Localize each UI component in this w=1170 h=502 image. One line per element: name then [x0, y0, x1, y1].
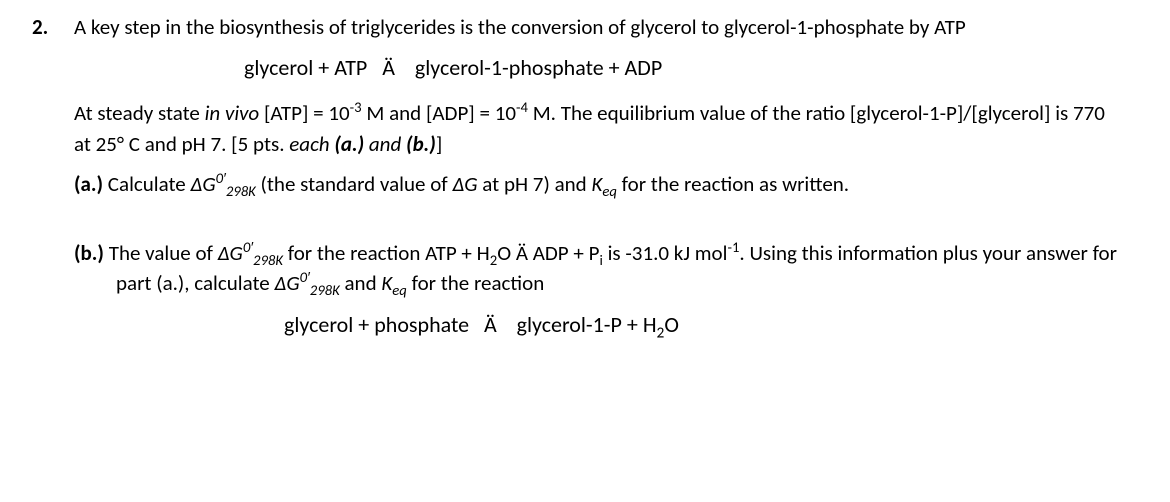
- eq2-tail: O: [664, 311, 679, 338]
- dg-sym-3: ΔG: [274, 270, 299, 296]
- oprime-3: 0′: [300, 268, 310, 286]
- pb-t2: for the reaction ATP + H: [283, 240, 490, 266]
- eq2-lhs: glycerol + phosphate: [284, 311, 469, 338]
- and-word: and: [364, 131, 406, 157]
- neg1: -1: [727, 238, 739, 256]
- keq-2: K: [381, 270, 392, 296]
- sub298-3: 298K: [310, 281, 340, 299]
- oprime-1: 0′: [216, 169, 226, 187]
- sub298-1: 298K: [226, 182, 256, 200]
- dg-sym-1: ΔG: [191, 171, 216, 197]
- eq1-lhs: glycerol + ATP: [244, 54, 367, 81]
- keq-sub-2: eq: [392, 281, 407, 299]
- sub298-2: 298K: [253, 251, 283, 269]
- b-label-inline: (b.): [406, 131, 436, 157]
- question-body: A key step in the biosynthesis of trigly…: [74, 12, 1122, 340]
- adp-exp: -4: [516, 98, 528, 116]
- pa-t2: (the standard value of: [256, 171, 453, 197]
- pb-t6: and: [340, 270, 382, 296]
- part-b-label: (b.): [74, 240, 104, 266]
- part-a: (a.) Calculate ΔG0′298K (the standard va…: [74, 169, 1122, 199]
- eq1-arrow: Ä: [382, 54, 395, 81]
- equation-2: glycerol + phosphate Ä glycerol-1-P + H2…: [74, 309, 1122, 341]
- pb-t3: O Ä ADP + P: [497, 240, 599, 266]
- equation-1: glycerol + ATP Ä glycerol-1-phosphate + …: [74, 52, 1122, 84]
- in-vivo: in vivo: [205, 100, 260, 126]
- pb-t1: The value of: [104, 240, 218, 266]
- keq-sub-1: eq: [602, 182, 617, 200]
- atp-exp: -3: [350, 98, 362, 116]
- spacer: [74, 210, 1122, 238]
- part-a-label: (a.): [74, 171, 103, 197]
- intro-paragraph: A key step in the biosynthesis of trigly…: [74, 12, 1122, 42]
- pb-t4: is -31.0 kJ mol: [603, 240, 728, 266]
- ss-mid: [ATP] = 10: [259, 100, 349, 126]
- pa-t3: at pH 7) and: [478, 171, 592, 197]
- part-b: (b.) The value of ΔG0′298K for the react…: [74, 238, 1122, 299]
- dg-sym-2: ΔG: [218, 240, 243, 266]
- oprime-2: 0′: [243, 238, 253, 256]
- each-word: each: [289, 131, 334, 157]
- eq2-arrow: Ä: [484, 311, 497, 338]
- a-label-inline: (a.): [334, 131, 364, 157]
- keq-1: K: [591, 171, 602, 197]
- close-bracket: ]: [436, 131, 442, 157]
- eq2-rhs: glycerol-1-P + H: [517, 311, 657, 338]
- steady-state-paragraph: At steady state in vivo [ATP] = 10-3 M a…: [74, 98, 1122, 159]
- pa-t4: for the reaction as written.: [617, 171, 849, 197]
- pa-t1: Calculate: [103, 171, 190, 197]
- ss-mid2: M and [ADP] = 10: [362, 100, 516, 126]
- ss-prefix: At steady state: [74, 100, 205, 126]
- question-number: 2.: [32, 12, 56, 42]
- dg-plain: ΔG: [452, 171, 477, 197]
- question-row: 2. A key step in the biosynthesis of tri…: [32, 12, 1122, 340]
- page-container: 2. A key step in the biosynthesis of tri…: [0, 0, 1170, 352]
- pb-t7: for the reaction: [407, 270, 544, 296]
- eq1-rhs: glycerol-1-phosphate + ADP: [415, 54, 662, 81]
